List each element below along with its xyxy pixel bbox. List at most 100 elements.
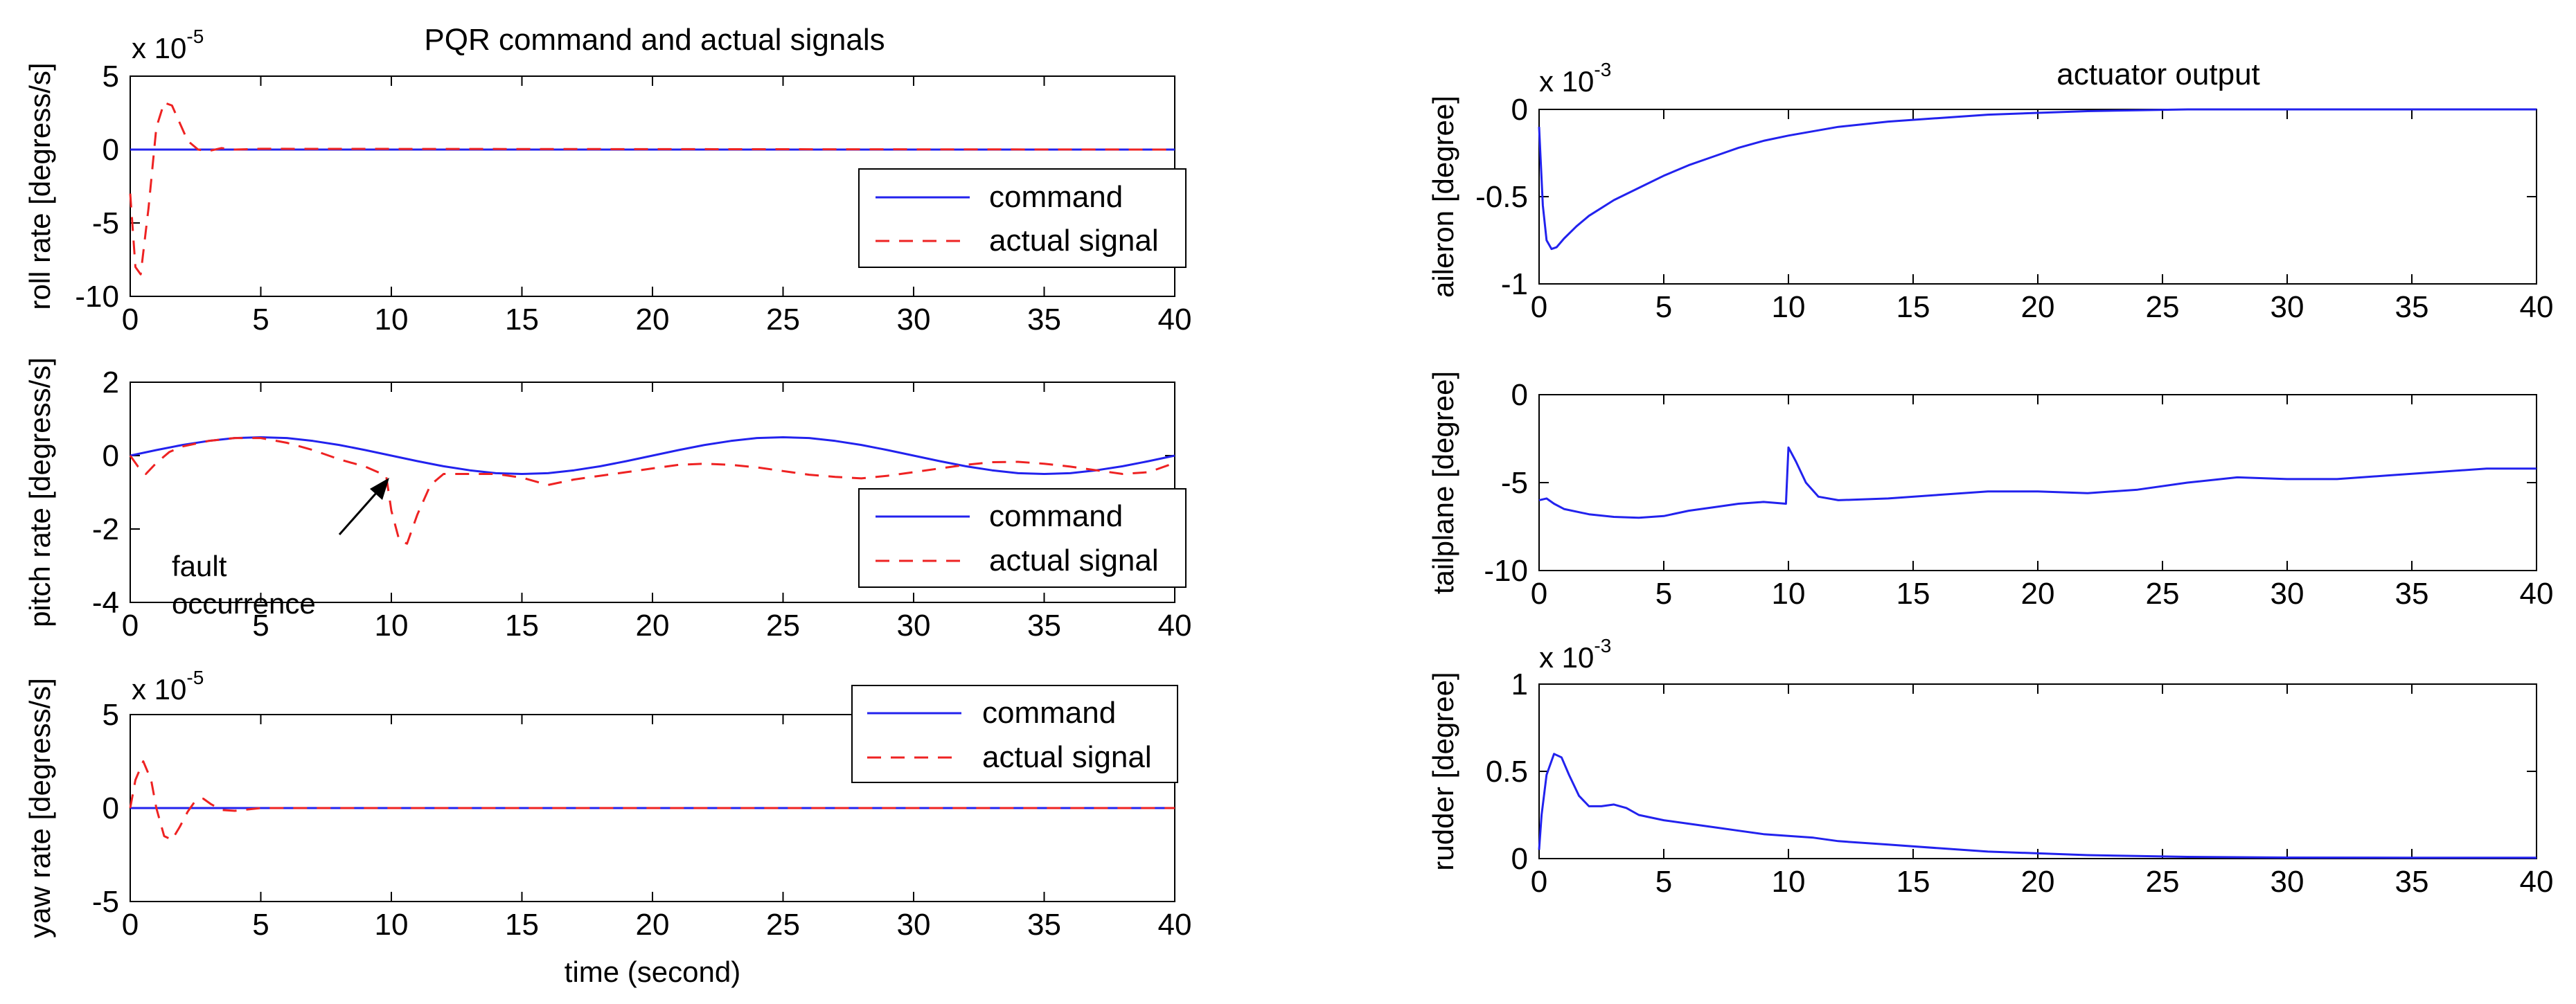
roll-xtick-label: 30 (897, 303, 931, 337)
aileron-ticks: 0 5 10 15 20 25 30 35 40 0 -0.5 -1 (1475, 93, 2553, 324)
pitch-command-line (130, 436, 1175, 475)
roll-xtick-label: 35 (1027, 303, 1061, 337)
pitch-xtick-label: 5 (252, 609, 269, 643)
rudder-ylabel: rudder [degree] (1427, 672, 1459, 870)
tailplane-xtick-label: 20 (2021, 577, 2055, 611)
roll-rate-ticks: 0 5 10 15 20 25 30 35 40 5 0 -5 -10 (75, 60, 1191, 337)
pitch-ytick-label: -4 (92, 586, 119, 620)
rudder-xtick-label: 30 (2271, 865, 2304, 899)
pitch-xtick-label: 35 (1027, 609, 1061, 643)
yaw-rate-legend-box (851, 685, 1178, 783)
rudder-xtick-label: 5 (1655, 865, 1672, 899)
pitch-xtick-label: 10 (375, 609, 409, 643)
pitch-xtick-label: 20 (636, 609, 670, 643)
yaw-ytick-label: 0 (103, 791, 119, 825)
pitch-xtick-label: 30 (897, 609, 931, 643)
roll-ytick-label: -10 (75, 280, 119, 314)
roll-rate-legend: command actual signal (858, 168, 1187, 268)
rudder-panel: 0 5 10 15 20 25 30 35 40 1 0.5 0 x 10-3 rudder [deg… (1427, 635, 2553, 899)
aileron-xtick-label: 0 (1531, 290, 1547, 324)
roll-actual-signal-line (129, 101, 1175, 276)
aileron-ytick-label: -0.5 (1475, 180, 1528, 214)
pitch-xtick-label: 40 (1158, 609, 1192, 643)
fault-annotation-line1: fault (172, 550, 227, 582)
aileron-xtick-label: 5 (1655, 290, 1672, 324)
tailplane-panel: 0 5 10 15 20 25 30 35 40 0 -5 -10 tailplane [degree… (1427, 371, 2553, 611)
aileron-xtick-label: 10 (1772, 290, 1806, 324)
rudder-series (1538, 753, 2537, 859)
fault-annotation: fault occurrence (172, 478, 389, 620)
tailplane-xtick-label: 10 (1772, 577, 1806, 611)
roll-rate-series (129, 101, 1175, 276)
roll-legend-actual-label: actual signal (989, 224, 1159, 258)
roll-rate-panel: 0 5 10 15 20 25 30 35 40 5 0 -5 -10 x 10-5 roll rate… (24, 26, 1191, 337)
yaw-xtick-label: 0 (122, 908, 139, 942)
tailplane-tailplane-line (1538, 446, 2537, 519)
pitch-rate-legend: command actual signal (858, 488, 1187, 588)
rudder-xtick-label: 35 (2395, 865, 2429, 899)
aileron-exponent: x 10-3 (1539, 59, 1611, 98)
yaw-xtick-label: 20 (636, 908, 670, 942)
yaw-rate-series (129, 760, 1175, 841)
yaw-xtick-label: 35 (1027, 908, 1061, 942)
roll-xtick-label: 25 (766, 303, 800, 337)
roll-xtick-label: 5 (252, 303, 269, 337)
roll-xtick-label: 15 (505, 303, 539, 337)
pitch-legend-command-label: command (989, 499, 1123, 533)
roll-legend-command-label: command (989, 180, 1123, 214)
yaw-ytick-label: 5 (103, 698, 119, 732)
aileron-ytick-label: 0 (1511, 93, 1528, 127)
pitch-rate-series (129, 436, 1175, 545)
aileron-axes-box (1538, 109, 2537, 285)
tailplane-xtick-label: 0 (1531, 577, 1547, 611)
tailplane-xtick-label: 15 (1897, 577, 1930, 611)
aileron-xtick-label: 15 (1897, 290, 1930, 324)
rudder-xtick-label: 40 (2520, 865, 2554, 899)
rudder-rudder-line (1538, 753, 2537, 859)
yaw-xtick-label: 25 (766, 908, 800, 942)
yaw-rate-ylabel: yaw rate [degress/s] (24, 678, 56, 938)
yaw-rate-exponent: x 10-5 (132, 667, 204, 706)
fault-arrow-head (370, 478, 389, 500)
pitch-xtick-label: 15 (505, 609, 539, 643)
right-figure-title: actuator output (2057, 57, 2260, 91)
aileron-aileron-line (1538, 108, 2537, 251)
rudder-ytick-label: 1 (1511, 667, 1528, 701)
roll-xtick-label: 10 (375, 303, 409, 337)
yaw-xtick-label: 5 (252, 908, 269, 942)
time-xlabel: time (second) (565, 956, 740, 988)
yaw-actual-signal-line (129, 760, 1175, 841)
aileron-series (1538, 108, 2537, 251)
yaw-rate-legend: command actual signal (851, 685, 1178, 783)
tailplane-xtick-label: 35 (2395, 577, 2429, 611)
roll-ytick-label: -5 (92, 206, 119, 240)
fault-arrow-line (338, 485, 384, 535)
rudder-xtick-label: 0 (1531, 865, 1547, 899)
yaw-legend-command-label: command (982, 696, 1116, 730)
aileron-xtick-label: 25 (2146, 290, 2180, 324)
roll-xtick-label: 40 (1158, 303, 1192, 337)
pitch-rate-ylabel: pitch rate [degress/s] (24, 357, 56, 627)
aileron-ytick-label: -1 (1501, 267, 1528, 301)
pitch-ytick-label: -2 (92, 512, 119, 546)
tailplane-xtick-label: 40 (2520, 577, 2554, 611)
pitch-rate-legend-box (858, 488, 1187, 588)
pitch-xtick-label: 25 (766, 609, 800, 643)
aileron-xtick-label: 30 (2271, 290, 2304, 324)
tailplane-axes-box (1538, 394, 2537, 571)
rudder-exponent: x 10-3 (1539, 635, 1611, 674)
roll-rate-exponent: x 10-5 (132, 26, 204, 64)
tailplane-xtick-label: 5 (1655, 577, 1672, 611)
rudder-xtick-label: 20 (2021, 865, 2055, 899)
roll-xtick-label: 20 (636, 303, 670, 337)
rudder-xtick-label: 15 (1897, 865, 1930, 899)
rudder-ytick-label: 0 (1511, 842, 1528, 876)
rudder-xtick-label: 10 (1772, 865, 1806, 899)
roll-rate-legend-box (858, 168, 1187, 268)
tailplane-ytick-label: 0 (1511, 378, 1528, 412)
